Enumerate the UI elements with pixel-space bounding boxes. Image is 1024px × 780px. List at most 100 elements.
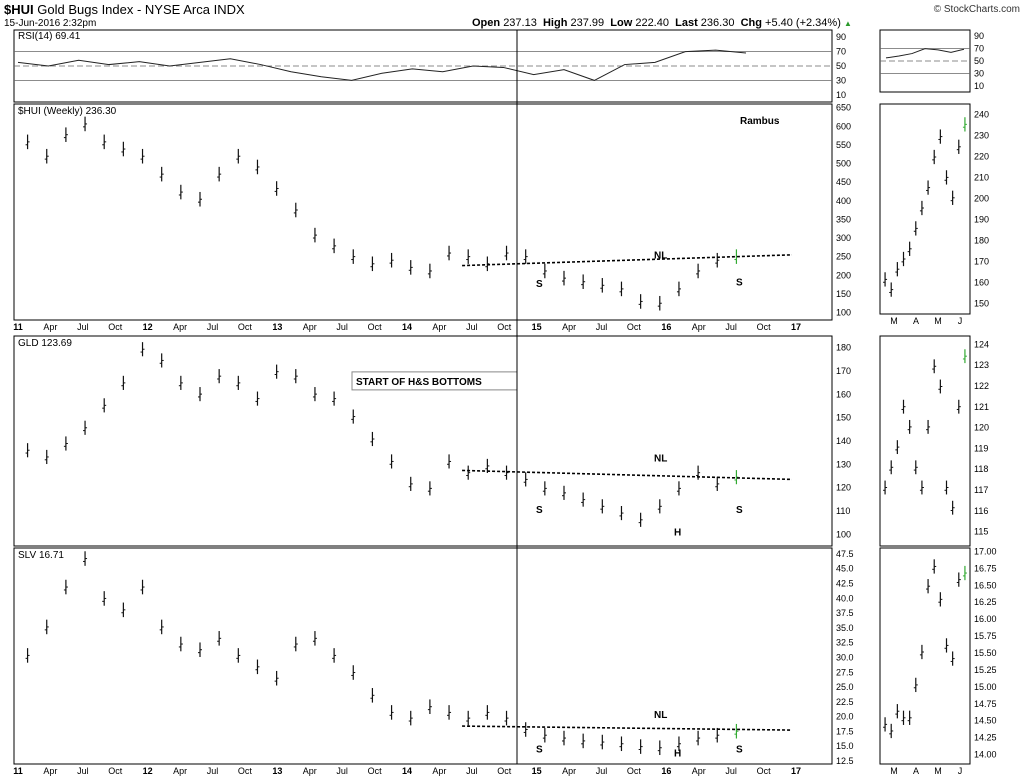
detail1-ytick-5: 119 bbox=[974, 443, 988, 453]
panel0-ytick-0: 650 bbox=[836, 103, 851, 113]
xtick-1-17: Apr bbox=[562, 766, 576, 776]
panel-label-1: GLD 123.69 bbox=[18, 338, 72, 349]
xtick-0-13: Apr bbox=[432, 322, 446, 332]
quote-low-label: Low bbox=[610, 17, 633, 29]
rsi-ytick-1: 70 bbox=[836, 47, 846, 57]
price-panel-2 bbox=[13, 547, 833, 765]
quote-high-label: High bbox=[542, 17, 568, 29]
detail-xtick-0-2: M bbox=[934, 316, 942, 326]
detail2-ytick-10: 14.50 bbox=[974, 716, 997, 726]
panel2-ytick-4: 37.5 bbox=[836, 608, 854, 618]
panel0-ytick-5: 400 bbox=[836, 196, 851, 206]
xtick-1-12: 14 bbox=[402, 766, 412, 776]
xtick-0-2: Jul bbox=[77, 322, 89, 332]
annotation-2-3: S bbox=[736, 744, 743, 755]
rsi-detail-ytick-0: 90 bbox=[974, 31, 984, 41]
detail0-ytick-4: 200 bbox=[974, 194, 989, 204]
panel1-ytick-7: 110 bbox=[836, 506, 850, 516]
xtick-1-4: 12 bbox=[143, 766, 153, 776]
xtick-1-16: 15 bbox=[532, 766, 542, 776]
detail-xtick-0-0: M bbox=[890, 316, 898, 326]
detail0-ytick-9: 150 bbox=[974, 299, 989, 309]
rsi-label: RSI(14) 69.41 bbox=[18, 31, 81, 42]
detail2-ytick-1: 16.75 bbox=[974, 563, 997, 573]
xtick-1-19: Oct bbox=[627, 766, 642, 776]
detail2-ytick-7: 15.25 bbox=[974, 665, 997, 675]
panel2-ytick-1: 45.0 bbox=[836, 564, 854, 574]
xtick-1-23: Oct bbox=[757, 766, 772, 776]
panel0-ytick-8: 250 bbox=[836, 252, 851, 262]
xtick-1-22: Jul bbox=[725, 766, 737, 776]
detail-xtick-2-0: M bbox=[890, 766, 898, 776]
detail1-ytick-1: 123 bbox=[974, 360, 989, 370]
detail-xtick-0-3: J bbox=[958, 316, 963, 326]
annotation-1-4: S bbox=[736, 505, 743, 516]
rsi-line bbox=[17, 49, 747, 81]
detail1-ytick-6: 118 bbox=[974, 464, 988, 474]
annotation-1-2: S bbox=[536, 505, 543, 516]
quote-chg-label: Chg bbox=[740, 17, 762, 29]
xtick-0-18: Jul bbox=[596, 322, 608, 332]
detail1-ytick-2: 122 bbox=[974, 381, 989, 391]
panel0-ytick-1: 600 bbox=[836, 121, 851, 131]
panel2-ytick-8: 27.5 bbox=[836, 667, 854, 677]
symbol: $HUI bbox=[4, 2, 34, 17]
watermark: © StockCharts.com bbox=[933, 4, 1020, 15]
detail0-ytick-1: 230 bbox=[974, 131, 989, 141]
xtick-1-1: Apr bbox=[43, 766, 57, 776]
annotation-2-2: H bbox=[674, 748, 681, 759]
xtick-0-17: Apr bbox=[562, 322, 576, 332]
xtick-0-24: 17 bbox=[791, 322, 801, 332]
xtick-0-20: 16 bbox=[661, 322, 671, 332]
detail-xtick-0-1: A bbox=[913, 316, 919, 326]
annotation-2-0: NL bbox=[654, 710, 667, 721]
annotation-0-1: S bbox=[536, 279, 543, 290]
detail-panel-0 bbox=[879, 103, 971, 315]
rsi-detail-ytick-1: 70 bbox=[974, 44, 984, 54]
detail2-ytick-11: 14.25 bbox=[974, 733, 997, 743]
panel2-ytick-6: 32.5 bbox=[836, 638, 854, 648]
annotation-1-1: NL bbox=[654, 453, 667, 464]
quote-low: 222.40 bbox=[635, 17, 669, 29]
detail1-ytick-4: 120 bbox=[974, 423, 989, 433]
panel2-ytick-5: 35.0 bbox=[836, 623, 854, 633]
panel2-ytick-11: 20.0 bbox=[836, 712, 854, 722]
xtick-1-7: Oct bbox=[238, 766, 253, 776]
xtick-1-5: Apr bbox=[173, 766, 187, 776]
panel1-ytick-5: 130 bbox=[836, 459, 851, 469]
rsi-detail-line bbox=[885, 48, 965, 59]
xtick-0-19: Oct bbox=[627, 322, 642, 332]
detail-panel-2 bbox=[879, 547, 971, 765]
rsi-ytick-4: 10 bbox=[836, 90, 846, 100]
rsi-detail-ytick-2: 50 bbox=[974, 56, 984, 66]
rsi-detail-ytick-3: 30 bbox=[974, 68, 984, 78]
price-panel-0 bbox=[13, 103, 833, 321]
xtick-1-20: 16 bbox=[661, 766, 671, 776]
xtick-1-0: 11 bbox=[13, 766, 23, 776]
rsi-ytick-3: 30 bbox=[836, 75, 846, 85]
panel0-ytick-11: 100 bbox=[836, 308, 851, 318]
xtick-0-8: 13 bbox=[272, 322, 282, 332]
callout-text: START OF H&S BOTTOMS bbox=[356, 377, 482, 388]
panel1-ytick-6: 120 bbox=[836, 483, 851, 493]
panel-label-2: SLV 16.71 bbox=[18, 550, 64, 561]
detail-xtick-2-3: J bbox=[958, 766, 963, 776]
xtick-1-14: Jul bbox=[466, 766, 478, 776]
xtick-0-5: Apr bbox=[173, 322, 187, 332]
xtick-0-0: 11 bbox=[13, 322, 23, 332]
panel1-ytick-2: 160 bbox=[836, 389, 851, 399]
quote-open-label: Open bbox=[472, 17, 501, 29]
panel0-ytick-10: 150 bbox=[836, 289, 851, 299]
xtick-0-11: Oct bbox=[368, 322, 383, 332]
detail0-ytick-2: 220 bbox=[974, 152, 989, 162]
annotation-0-2: S bbox=[736, 277, 743, 288]
xtick-0-3: Oct bbox=[108, 322, 123, 332]
panel2-ytick-0: 47.5 bbox=[836, 549, 854, 559]
xtick-0-22: Jul bbox=[725, 322, 737, 332]
detail0-ytick-6: 180 bbox=[974, 236, 989, 246]
xtick-0-15: Oct bbox=[497, 322, 512, 332]
detail1-ytick-7: 117 bbox=[974, 485, 988, 495]
panel0-ytick-4: 450 bbox=[836, 177, 851, 187]
rsi-ytick-0: 90 bbox=[836, 32, 846, 42]
